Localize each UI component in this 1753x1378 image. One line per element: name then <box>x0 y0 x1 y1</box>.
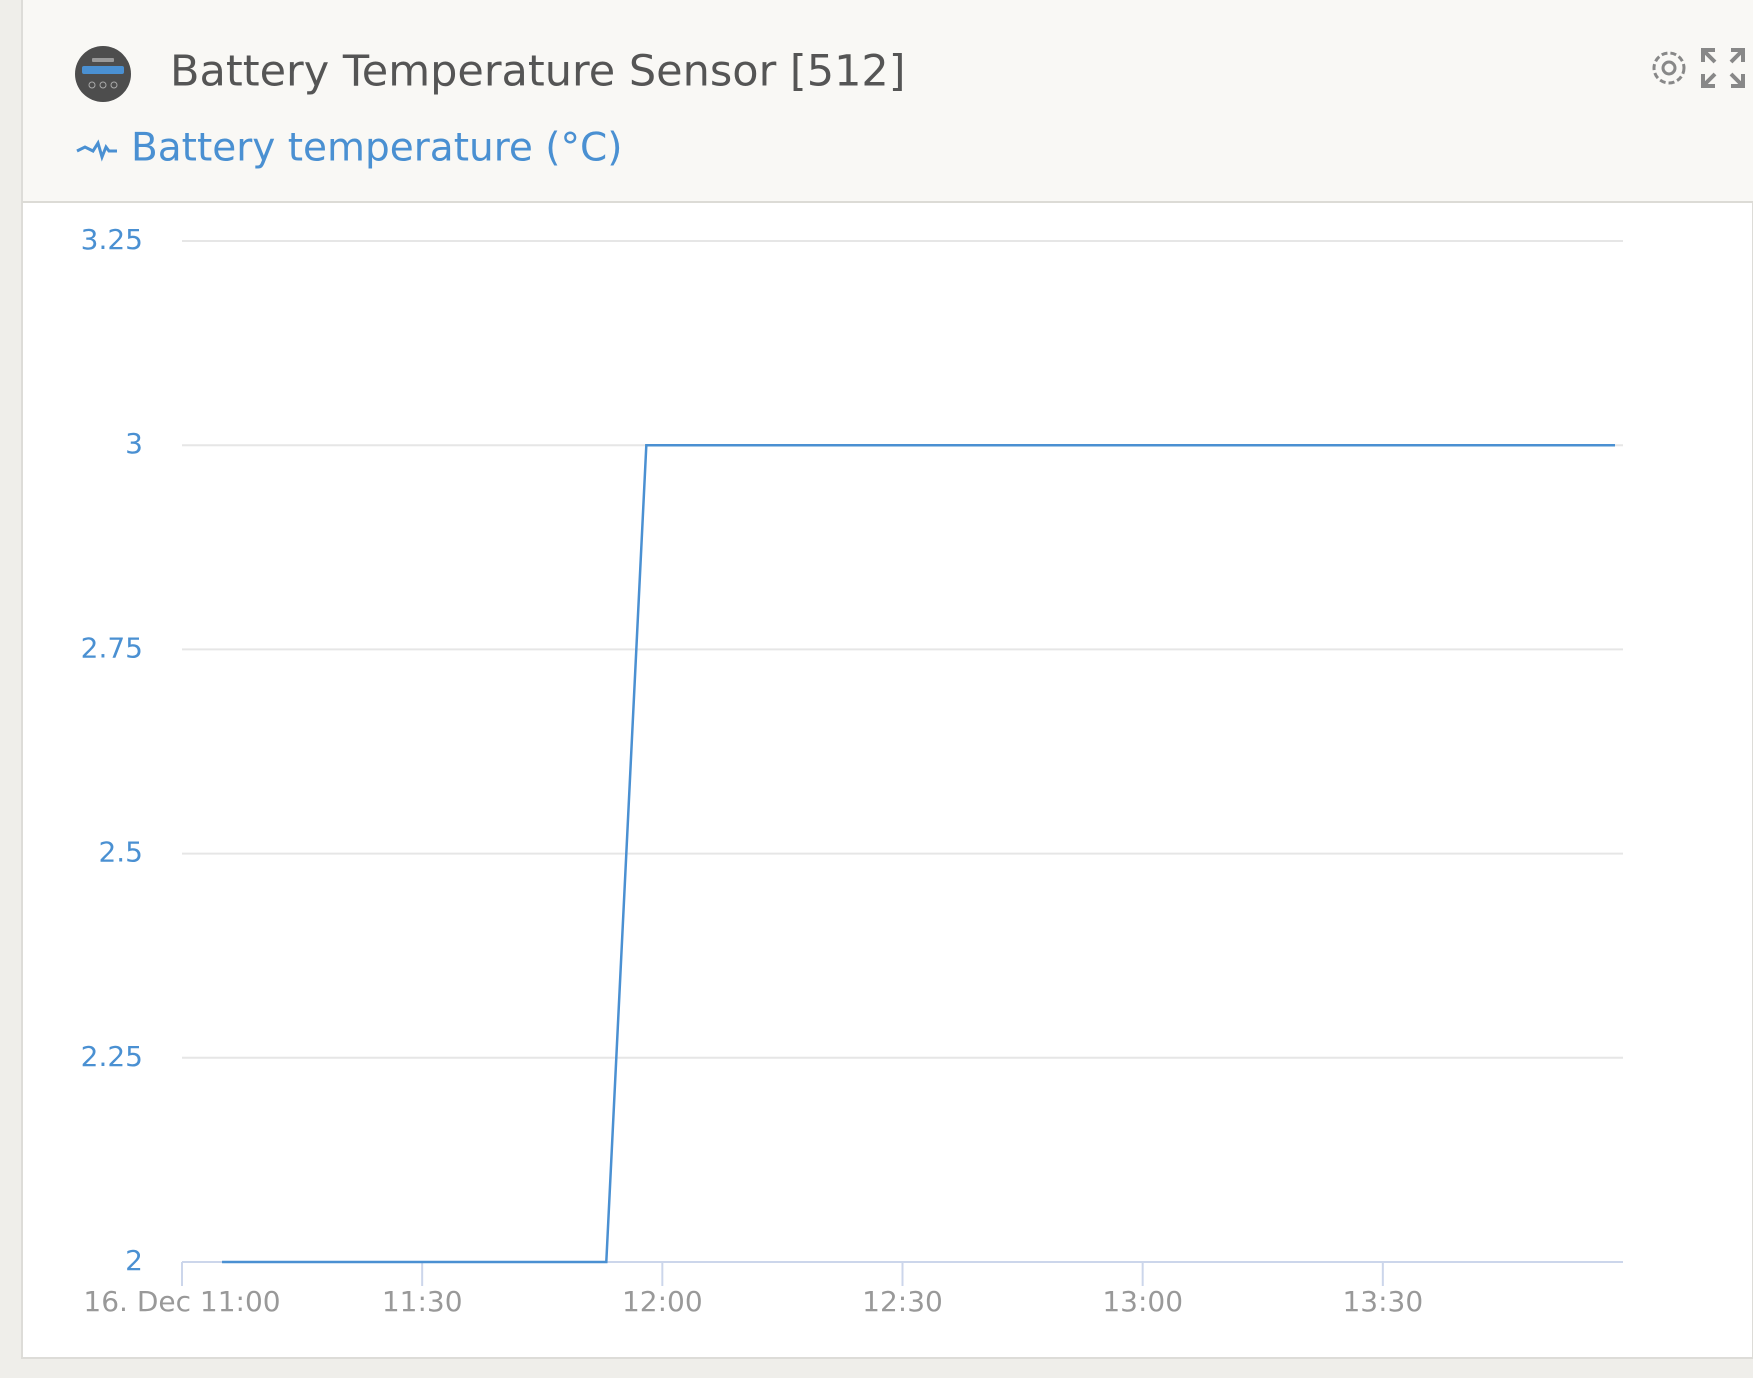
card-title: Battery Temperature Sensor [512] <box>170 47 906 97</box>
card <box>21 0 1753 1359</box>
x-tick-label: 12:30 <box>862 1285 943 1318</box>
y-tick-label: 2.25 <box>81 1040 143 1073</box>
x-tick-label: 13:00 <box>1102 1285 1183 1318</box>
y-tick-label: 3.25 <box>81 223 143 256</box>
y-tick-label: 2.5 <box>98 836 143 869</box>
data-line <box>222 443 1615 1264</box>
legend-label[interactable]: Battery temperature (°C) <box>131 126 622 171</box>
expand-icon[interactable] <box>1701 48 1745 88</box>
x-tick-label: 13:30 <box>1342 1285 1423 1318</box>
legend-icon <box>76 139 117 162</box>
y-tick-label: 3 <box>125 427 143 460</box>
x-tick-label: 11:30 <box>382 1285 463 1318</box>
y-tick-label: 2 <box>125 1244 143 1277</box>
x-tick-label: 16. Dec 11:00 <box>83 1285 280 1318</box>
card-header <box>23 0 1753 202</box>
y-tick-label: 2.75 <box>81 631 143 664</box>
device-icon <box>75 46 131 102</box>
x-tick-label: 12:00 <box>622 1285 703 1318</box>
settings-icon[interactable] <box>1652 51 1686 85</box>
